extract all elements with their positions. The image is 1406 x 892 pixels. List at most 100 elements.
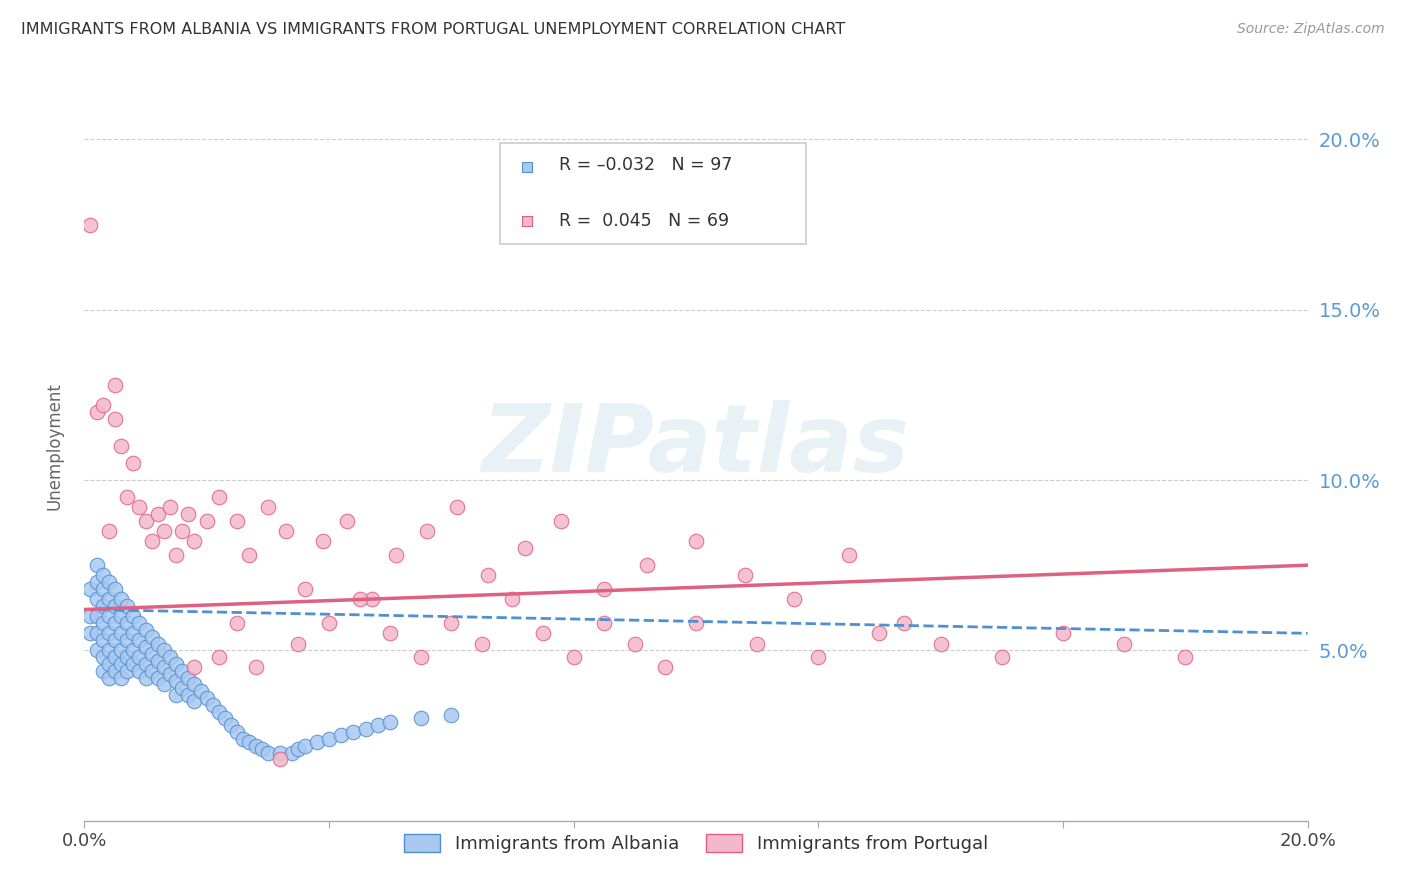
- Point: [86, 626, 108, 640]
- Point: [97, 592, 120, 607]
- Point: [446, 500, 468, 515]
- Point: [354, 722, 377, 736]
- Point: [115, 664, 138, 678]
- Point: [593, 616, 616, 631]
- Point: [128, 500, 150, 515]
- Point: [104, 616, 127, 631]
- Point: [115, 616, 138, 631]
- Point: [245, 739, 267, 753]
- Point: [250, 742, 273, 756]
- Point: [593, 582, 616, 596]
- Point: [159, 650, 181, 665]
- Point: [135, 514, 157, 528]
- Point: [257, 746, 280, 760]
- Point: [104, 650, 127, 665]
- Point: [201, 698, 224, 712]
- Point: [208, 650, 231, 665]
- Point: [86, 609, 108, 624]
- Point: [416, 524, 439, 538]
- Point: [97, 643, 120, 657]
- Point: [367, 718, 389, 732]
- Point: [1114, 636, 1136, 650]
- Point: [183, 534, 205, 549]
- Point: [153, 524, 176, 538]
- Point: [342, 725, 364, 739]
- Point: [115, 650, 138, 665]
- Point: [214, 711, 236, 725]
- Point: [115, 633, 138, 648]
- Point: [183, 660, 205, 674]
- Point: [190, 684, 212, 698]
- Point: [79, 609, 101, 624]
- Point: [91, 599, 114, 613]
- Point: [440, 616, 463, 631]
- Point: [110, 626, 132, 640]
- Point: [276, 524, 298, 538]
- Point: [869, 626, 891, 640]
- Point: [86, 558, 108, 573]
- Point: [165, 673, 187, 688]
- FancyBboxPatch shape: [501, 143, 806, 244]
- Point: [172, 664, 194, 678]
- Point: [172, 524, 194, 538]
- Point: [86, 592, 108, 607]
- Point: [122, 657, 145, 671]
- Point: [79, 582, 101, 596]
- Point: [104, 633, 127, 648]
- Point: [97, 609, 120, 624]
- Point: [1174, 650, 1197, 665]
- Point: [747, 636, 769, 650]
- Text: IMMIGRANTS FROM ALBANIA VS IMMIGRANTS FROM PORTUGAL UNEMPLOYMENT CORRELATION CHA: IMMIGRANTS FROM ALBANIA VS IMMIGRANTS FR…: [21, 22, 845, 37]
- Point: [226, 616, 249, 631]
- Point: [305, 735, 328, 749]
- Point: [135, 640, 157, 654]
- Point: [165, 548, 187, 562]
- Point: [318, 616, 340, 631]
- Point: [97, 575, 120, 590]
- Point: [550, 514, 572, 528]
- Point: [141, 664, 163, 678]
- Point: [159, 500, 181, 515]
- Point: [146, 654, 169, 668]
- Point: [245, 660, 267, 674]
- Point: [183, 677, 205, 691]
- Point: [104, 377, 127, 392]
- Point: [115, 490, 138, 504]
- Point: [531, 626, 554, 640]
- Point: [685, 534, 707, 549]
- Point: [409, 711, 432, 725]
- Point: [104, 599, 127, 613]
- Point: [654, 660, 676, 674]
- Point: [122, 643, 145, 657]
- Text: ZIPatlas: ZIPatlas: [482, 400, 910, 492]
- Point: [172, 681, 194, 695]
- Point: [91, 616, 114, 631]
- Point: [929, 636, 952, 650]
- Point: [312, 534, 335, 549]
- Point: [294, 739, 316, 753]
- Point: [135, 623, 157, 637]
- Point: [807, 650, 830, 665]
- Point: [269, 752, 291, 766]
- Point: [330, 729, 353, 743]
- Text: R =  0.045   N = 69: R = 0.045 N = 69: [560, 212, 730, 230]
- Point: [281, 746, 304, 760]
- Point: [318, 731, 340, 746]
- Point: [104, 411, 127, 425]
- Point: [86, 575, 108, 590]
- Point: [893, 616, 915, 631]
- Point: [380, 626, 402, 640]
- Point: [91, 582, 114, 596]
- Point: [104, 582, 127, 596]
- Point: [165, 688, 187, 702]
- Text: R = –0.032   N = 97: R = –0.032 N = 97: [560, 156, 733, 174]
- Point: [385, 548, 408, 562]
- Point: [153, 660, 176, 674]
- Point: [128, 633, 150, 648]
- Point: [91, 650, 114, 665]
- Legend: Immigrants from Albania, Immigrants from Portugal: Immigrants from Albania, Immigrants from…: [396, 827, 995, 860]
- Point: [219, 718, 242, 732]
- Point: [122, 626, 145, 640]
- Point: [97, 524, 120, 538]
- Point: [195, 514, 218, 528]
